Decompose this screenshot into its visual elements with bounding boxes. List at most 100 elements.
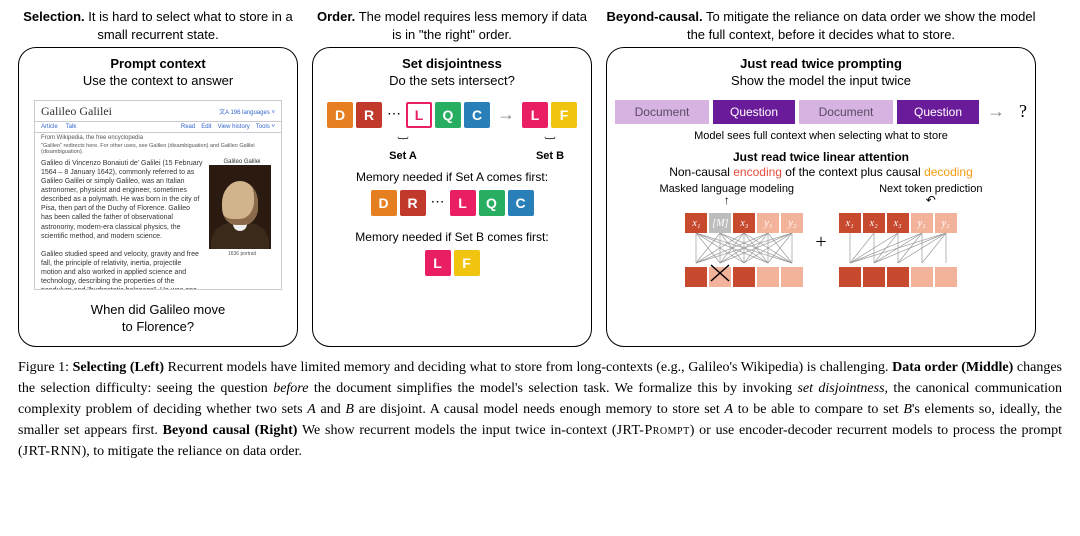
cap-B2: B	[903, 402, 912, 417]
cap-ord-b: Data order (Middle)	[892, 360, 1013, 375]
setA-label: Set A	[389, 150, 417, 162]
seq-token: x₃	[733, 213, 755, 233]
token-Q: Q	[479, 190, 505, 216]
memA-row: DR⋯LQC	[371, 190, 534, 216]
header-row: Selection. It is hard to select what to …	[18, 8, 1062, 45]
pill-row: DocumentQuestionDocumentQuestion→?	[615, 100, 1027, 124]
wiki-tab: Talk	[66, 124, 77, 130]
cap-and: and	[316, 402, 346, 417]
token-F: F	[454, 250, 480, 276]
jrt-rnn-header: Just read twice linear attention Non-cau…	[669, 150, 973, 181]
mask-x-icon	[709, 263, 733, 285]
panel-beyond: Just read twice prompting Show the model…	[606, 47, 1036, 347]
cap-before: before	[273, 381, 308, 396]
token-L: L	[522, 102, 548, 128]
mem-label-B: Memory needed if Set B comes first:	[355, 230, 548, 244]
left-title-bold: Prompt context	[110, 56, 205, 71]
seq-token: x₁	[839, 213, 861, 233]
wiki-tab: Read	[181, 124, 195, 130]
arrow-curve-icon: ↶	[926, 193, 936, 207]
pill-question: Question	[713, 100, 795, 124]
left-panel-header: Prompt context Use the context to answer	[83, 56, 233, 90]
selection-rest: It is hard to select what to store in a …	[88, 9, 293, 42]
token-L: L	[425, 250, 451, 276]
mem-label-A: Memory needed if Set A comes first:	[356, 170, 548, 184]
wikipedia-card: Galileo Galilei 文A 196 languages ˅ Artic…	[34, 100, 282, 290]
cap-jrtp: JRT-Prompt	[617, 423, 690, 438]
cap-A2: A	[724, 402, 733, 417]
pill-document: Document	[799, 100, 893, 124]
wiki-tabs: Article Talk Read Edit View history Tool…	[35, 122, 281, 133]
arrow-icon: →	[493, 104, 519, 125]
middle-title-sub: Do the sets intersect?	[389, 73, 515, 88]
wiki-title: Galileo Galilei	[41, 104, 112, 119]
wiki-tab: View history	[218, 124, 250, 130]
token-L: L	[450, 190, 476, 216]
panels-row: Prompt context Use the context to answer…	[18, 47, 1062, 347]
cap-jrtr: JRT-RNN	[23, 444, 82, 459]
token-R: R	[400, 190, 426, 216]
cap-setdis: set disjointness	[797, 381, 884, 396]
token-D: D	[371, 190, 397, 216]
wiki-redirect: "Galileo" redirects here. For other uses…	[35, 143, 281, 155]
cap-bey3: ), to mitigate the reliance on data orde…	[82, 444, 302, 459]
question-line1: When did Galileo move	[91, 302, 225, 317]
wiki-body2: Galileo studied speed and velocity, grav…	[41, 251, 199, 290]
beyond-rest: To mitigate the reliance on data order w…	[687, 9, 1036, 42]
brace-row: ︸Set A ︸Set B	[323, 134, 581, 162]
diagram-row: x₁[M]x₃y₁y₂ + x₁x₂x₃y₁y₂	[617, 213, 1025, 287]
fig-label: Figure 1:	[18, 360, 69, 375]
pill-document: Document	[615, 100, 709, 124]
cap-ord5: to be able to compare to set	[733, 402, 903, 417]
seq-token: y₁	[911, 213, 933, 233]
order-bold: Order.	[317, 9, 355, 24]
memB-row: LF	[425, 250, 480, 276]
panel-order: Set disjointness Do the sets intersect? …	[312, 47, 592, 347]
token-R: R	[356, 102, 382, 128]
token-F: F	[551, 102, 577, 128]
dec-word: decoding	[924, 165, 973, 179]
cap-A: A	[307, 402, 316, 417]
wiki-tab: Tools ˅	[256, 124, 275, 130]
token-L: L	[406, 102, 432, 128]
seq-token: y₂	[935, 213, 957, 233]
selection-header: Selection. It is hard to select what to …	[18, 8, 298, 43]
question-mark: ?	[1013, 101, 1027, 122]
pill-question: Question	[897, 100, 979, 124]
wiki-body: Galileo di Vincenzo Bonaiuti de' Galilei…	[41, 160, 203, 240]
middle-panel-header: Set disjointness Do the sets intersect?	[389, 56, 515, 90]
seq-token: x₂	[863, 213, 885, 233]
enc-mid: of the context plus causal	[782, 165, 924, 179]
figure-caption: Figure 1: Selecting (Left) Recurrent mod…	[18, 357, 1062, 462]
wiki-tab: Edit	[201, 124, 211, 130]
sets-row: DR⋯LQC→LF	[327, 102, 577, 128]
wiki-infobox: Galileo Galilei 1636 portrait	[209, 159, 275, 290]
enc-word: encoding	[733, 165, 782, 179]
cap-bey-b: Beyond causal (Right)	[163, 423, 298, 438]
wiki-tab: Article	[41, 124, 58, 130]
token-C: C	[508, 190, 534, 216]
panel-selection: Prompt context Use the context to answer…	[18, 47, 298, 347]
wiki-from: From Wikipedia, the free encyclopedia	[35, 133, 281, 143]
diag-top-labels: Masked language modeling↑ Next token pre…	[617, 183, 1025, 207]
ntp-diagram: x₁x₂x₃y₁y₂	[839, 213, 957, 287]
token-D: D	[327, 102, 353, 128]
seq-token: [M]	[709, 213, 731, 233]
order-header: Order. The model requires less memory if…	[312, 8, 592, 43]
jrt-prompt-bold: Just read twice prompting	[740, 56, 902, 71]
enc-pre: Non-causal	[669, 165, 733, 179]
seq-token: y₂	[781, 213, 803, 233]
wiki-caption: 1636 portrait	[209, 251, 275, 257]
question-line2: to Florence?	[122, 319, 194, 334]
cap-bey: We show recurrent models the input twice…	[297, 423, 616, 438]
mlm-diagram: x₁[M]x₃y₁y₂	[685, 213, 803, 287]
wiki-text: Galileo di Vincenzo Bonaiuti de' Galilei…	[41, 159, 203, 290]
wiki-portrait	[209, 165, 271, 249]
order-rest: The model requires less memory if data i…	[359, 9, 587, 42]
token-C: C	[464, 102, 490, 128]
attention-lines	[839, 233, 959, 289]
beyond-header: Beyond-causal. To mitigate the reliance …	[606, 8, 1036, 43]
attention-lines	[685, 233, 805, 289]
beyond-bold: Beyond-causal.	[606, 9, 702, 24]
jrt-prompt-sub: Show the model the input twice	[731, 73, 911, 88]
